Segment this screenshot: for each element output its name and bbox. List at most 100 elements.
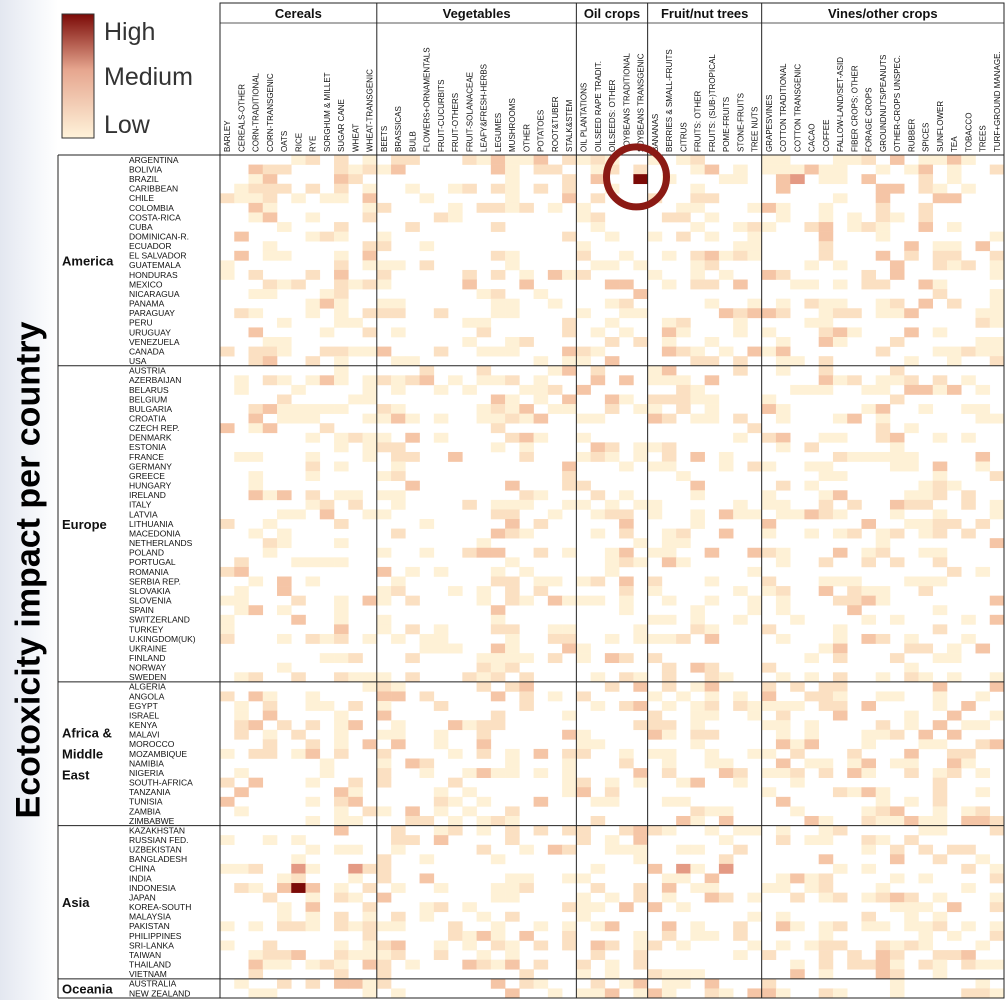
heatmap-cell bbox=[405, 222, 420, 232]
heatmap-cell bbox=[932, 921, 948, 932]
heatmap-cell bbox=[704, 337, 720, 347]
heatmap-cell bbox=[590, 988, 606, 999]
heatmap-cell bbox=[775, 155, 791, 165]
heatmap-cell bbox=[533, 164, 549, 175]
heatmap-cell bbox=[818, 212, 834, 223]
heatmap-cell bbox=[647, 231, 663, 242]
heatmap-cell bbox=[989, 930, 1005, 941]
heatmap-cell bbox=[405, 413, 420, 424]
heatmap-cell bbox=[376, 279, 392, 290]
heatmap-cell bbox=[690, 164, 705, 175]
heatmap-cell bbox=[262, 988, 278, 999]
heatmap-cell bbox=[476, 346, 492, 357]
row-label-cuba: CUBA bbox=[129, 222, 153, 232]
heatmap-cell bbox=[248, 413, 264, 424]
heatmap-cell bbox=[818, 950, 834, 960]
heatmap-cell bbox=[761, 432, 777, 443]
heatmap-cell bbox=[476, 595, 492, 606]
heatmap-cell bbox=[847, 787, 862, 798]
heatmap-cell bbox=[918, 643, 934, 654]
heatmap-cell bbox=[277, 375, 292, 386]
heatmap-cell bbox=[904, 499, 919, 510]
heatmap-cell bbox=[334, 557, 349, 568]
heatmap-cell bbox=[904, 758, 919, 769]
heatmap-cell bbox=[961, 404, 976, 414]
heatmap-cell bbox=[704, 672, 720, 683]
heatmap-cell bbox=[348, 346, 363, 357]
heatmap-cell bbox=[861, 701, 876, 711]
heatmap-cell bbox=[505, 308, 520, 319]
heatmap-cell bbox=[718, 174, 734, 185]
heatmap-cell bbox=[861, 279, 876, 290]
heatmap-cell bbox=[576, 748, 591, 759]
heatmap-cell bbox=[234, 806, 249, 817]
heatmap-cell bbox=[490, 404, 506, 414]
heatmap-cell bbox=[704, 595, 720, 606]
column-label-rice: RICE bbox=[294, 133, 303, 152]
heatmap-cell bbox=[433, 308, 449, 319]
heatmap-cell bbox=[291, 921, 306, 932]
row-label-denmark: DENMARK bbox=[129, 433, 172, 443]
heatmap-cell bbox=[391, 461, 406, 472]
heatmap-cell bbox=[975, 241, 991, 252]
heatmap-cell bbox=[961, 155, 976, 165]
heatmap-cell bbox=[576, 451, 591, 462]
heatmap-cell bbox=[391, 691, 406, 702]
heatmap-cell bbox=[946, 164, 962, 175]
row-group-label-africa-middle-east-line-3: East bbox=[62, 768, 90, 783]
heatmap-cell bbox=[818, 959, 834, 970]
heatmap-cell bbox=[476, 662, 492, 673]
heatmap-cell bbox=[348, 844, 363, 855]
heatmap-cell bbox=[234, 720, 249, 731]
heatmap-cell bbox=[490, 413, 506, 424]
heatmap-cell bbox=[391, 471, 406, 482]
heatmap-cell bbox=[733, 164, 748, 175]
row-label-india: INDIA bbox=[129, 873, 152, 883]
heatmap-cell bbox=[533, 432, 549, 443]
heatmap-cell bbox=[747, 701, 762, 711]
heatmap-cell bbox=[832, 633, 848, 644]
heatmap-cell bbox=[832, 174, 848, 185]
heatmap-cell bbox=[262, 538, 278, 549]
heatmap-cell bbox=[889, 155, 905, 165]
heatmap-cell bbox=[661, 930, 677, 941]
heatmap-cell bbox=[348, 672, 363, 683]
heatmap-cell bbox=[490, 672, 506, 683]
heatmap-cell bbox=[419, 633, 435, 644]
row-label-serbia-rep: SERBIA REP. bbox=[129, 576, 181, 586]
heatmap-cell bbox=[262, 892, 278, 903]
heatmap-cell bbox=[661, 978, 677, 989]
heatmap-cell bbox=[376, 231, 392, 242]
heatmap-cell bbox=[334, 595, 349, 606]
heatmap-cell bbox=[761, 988, 777, 999]
heatmap-cell bbox=[676, 969, 691, 980]
heatmap-cell bbox=[433, 796, 449, 807]
heatmap-cell bbox=[362, 327, 378, 338]
heatmap-cell bbox=[562, 787, 577, 798]
heatmap-cell bbox=[861, 557, 876, 568]
heatmap-cell bbox=[476, 547, 492, 558]
heatmap-cell bbox=[334, 959, 349, 970]
heatmap-cell bbox=[647, 404, 663, 414]
heatmap-cell bbox=[647, 586, 663, 596]
heatmap-cell bbox=[818, 222, 834, 232]
heatmap-cell bbox=[704, 279, 720, 290]
heatmap-cell bbox=[391, 844, 406, 855]
heatmap-cell bbox=[419, 365, 435, 376]
heatmap-cell bbox=[405, 672, 420, 683]
row-label-tanzania: TANZANIA bbox=[129, 787, 171, 797]
heatmap-cell bbox=[747, 710, 762, 721]
heatmap-cell bbox=[989, 356, 1005, 367]
heatmap-cell bbox=[989, 710, 1005, 721]
column-label-sunflower: SUNFLOWER bbox=[936, 101, 945, 152]
heatmap-cell bbox=[875, 164, 891, 175]
heatmap-cell bbox=[362, 164, 378, 175]
heatmap-cell bbox=[889, 375, 905, 386]
heatmap-cell bbox=[234, 710, 249, 721]
heatmap-cell bbox=[234, 605, 249, 616]
heatmap-cell bbox=[291, 883, 306, 893]
heatmap-cell bbox=[861, 155, 876, 165]
heatmap-cell bbox=[305, 844, 321, 855]
heatmap-cell bbox=[348, 950, 363, 960]
heatmap-cell bbox=[348, 777, 363, 788]
